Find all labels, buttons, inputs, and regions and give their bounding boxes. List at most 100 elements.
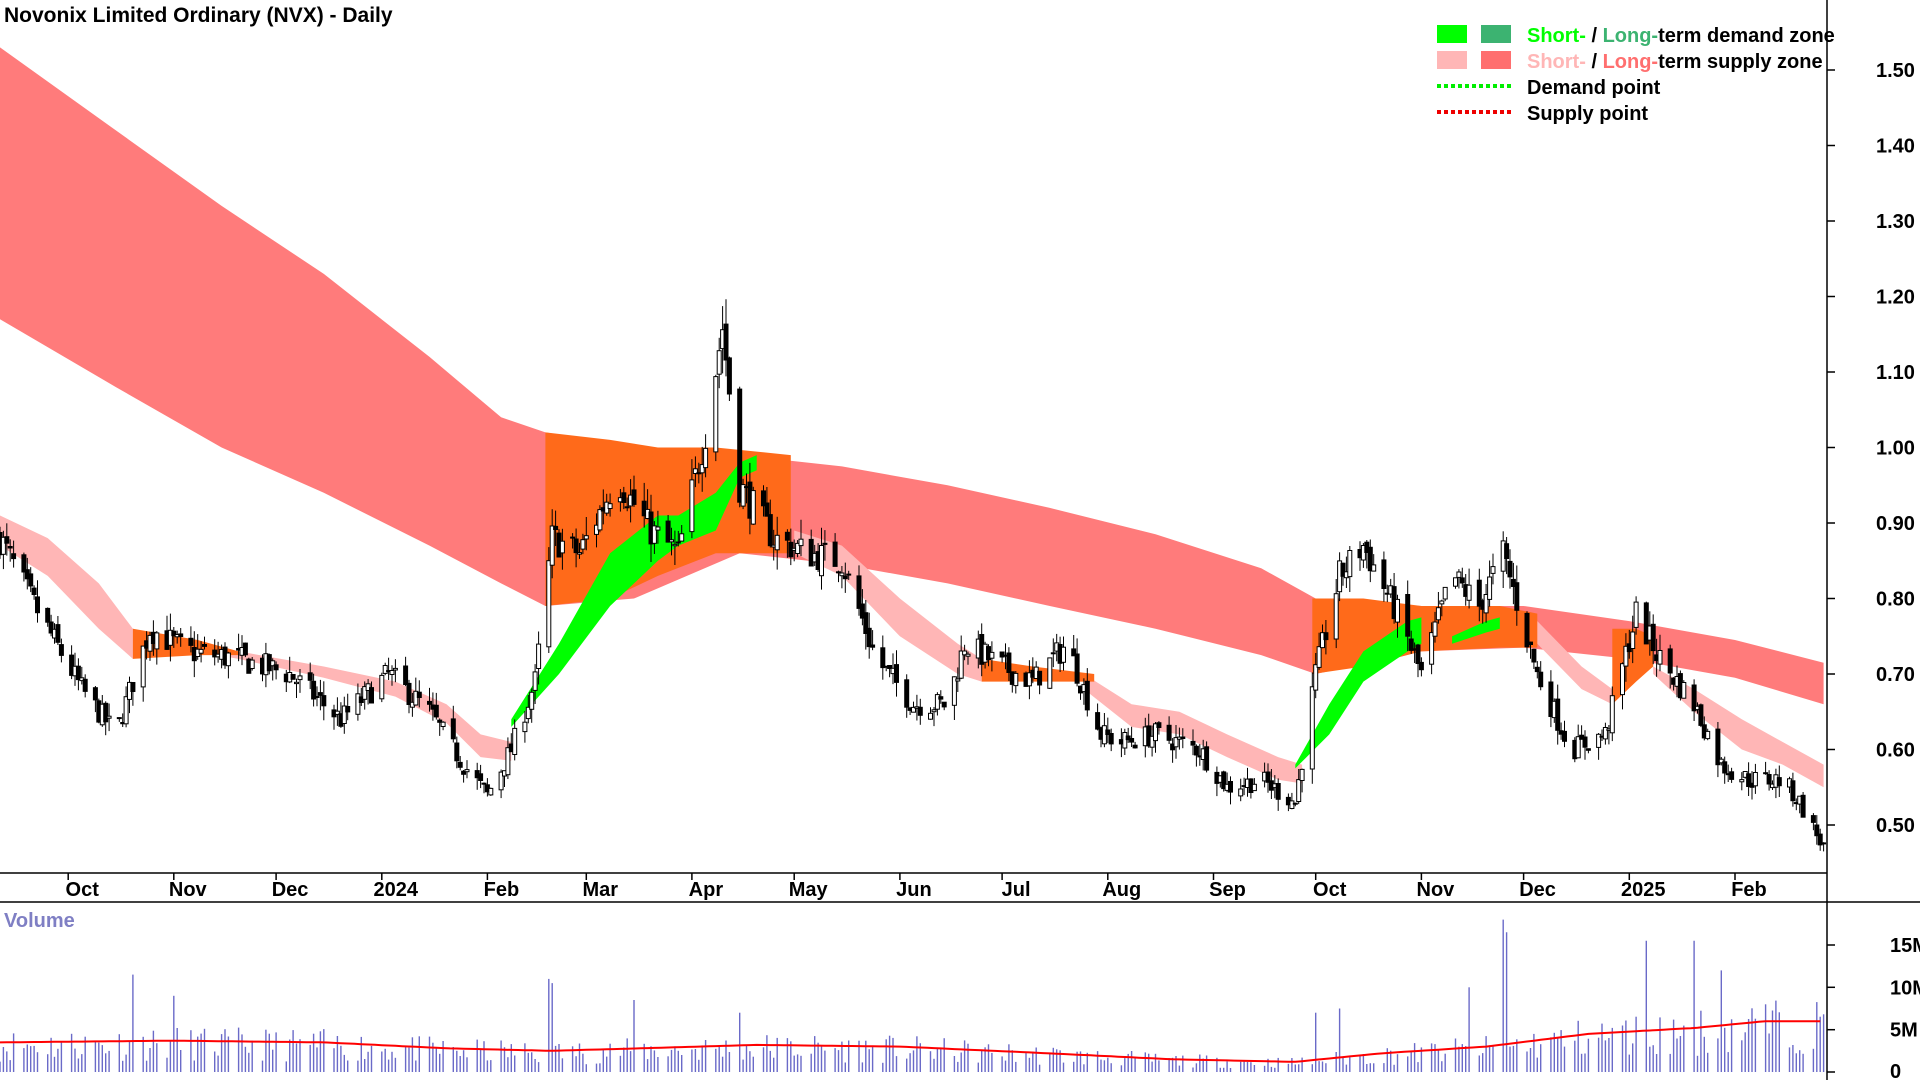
date-tick-label: Mar: [583, 879, 619, 901]
candle-body: [167, 629, 173, 646]
legend-label-part: term demand zone: [1658, 25, 1835, 47]
legend-label: Short- / Long-term demand zone: [1527, 25, 1835, 47]
candle-body: [597, 509, 603, 531]
candle-body: [1722, 761, 1728, 774]
candle-body: [413, 690, 419, 706]
candle-body: [675, 541, 681, 544]
date-tick-label: Oct: [1313, 879, 1347, 901]
candle-body: [1405, 594, 1411, 637]
candle-body: [1609, 695, 1615, 734]
candle-body: [1166, 724, 1172, 741]
candle-body: [672, 543, 678, 547]
price-tick-label: 0.70: [1876, 664, 1915, 686]
date-tick-label: Aug: [1102, 879, 1141, 901]
date-tick-label: Jun: [896, 879, 932, 901]
candle-body: [82, 678, 88, 692]
candle-body: [761, 490, 766, 507]
price-tick-label: 1.00: [1876, 438, 1915, 460]
candle-body: [311, 680, 317, 700]
candle-body: [1084, 680, 1090, 711]
candle-body: [1292, 802, 1298, 805]
candle-body: [140, 645, 146, 688]
candle-body: [488, 787, 494, 796]
date-tick-label: Feb: [484, 879, 520, 901]
candle-body: [35, 596, 40, 614]
candle-body: [1538, 671, 1544, 688]
candle-body: [1476, 579, 1482, 607]
candle-body: [7, 546, 13, 549]
date-tick-label: May: [789, 879, 829, 901]
candle-body: [965, 653, 971, 657]
candle-body: [1763, 772, 1769, 775]
long-supply-zone: [0, 47, 1824, 705]
candle-body: [58, 644, 64, 656]
candle-body: [55, 624, 61, 643]
candle-body: [958, 650, 964, 679]
candle-body: [1643, 602, 1649, 645]
candle-body: [713, 376, 719, 453]
legend-swatch-long: [1481, 51, 1511, 69]
candle-body: [795, 542, 801, 555]
candle-body: [863, 612, 869, 635]
candle-body: [106, 715, 112, 719]
candle-body: [819, 545, 824, 577]
candle-body: [1575, 736, 1581, 759]
candle-body: [1418, 661, 1424, 671]
candle-body: [1204, 746, 1210, 771]
candle-body: [532, 671, 538, 691]
candle-body: [1534, 666, 1540, 673]
candle-body: [28, 573, 34, 587]
candle-body: [917, 706, 923, 716]
candle-body: [703, 447, 709, 469]
long-supply-zone-layer: [0, 47, 1824, 705]
candle-body: [1340, 562, 1346, 577]
candle-body: [631, 489, 637, 505]
candle-body: [525, 706, 531, 720]
candle-body: [461, 770, 467, 775]
candle-body: [1251, 783, 1257, 792]
candle-body: [1657, 650, 1663, 665]
candle-body: [1156, 722, 1162, 729]
candle-body: [665, 520, 671, 543]
candle-body: [1630, 631, 1636, 649]
candle-body: [846, 573, 852, 576]
candle-body: [1514, 582, 1520, 611]
candle-body: [740, 484, 746, 507]
candle-body: [1299, 768, 1305, 782]
candle-body: [1582, 736, 1588, 748]
candle-body: [621, 492, 627, 503]
candle-body: [1585, 748, 1591, 751]
candle-body: [116, 717, 122, 720]
candle-body: [764, 502, 770, 517]
candle-body: [1367, 546, 1373, 572]
candle-body: [1650, 623, 1656, 652]
candle-body: [1193, 745, 1199, 756]
candle-body: [307, 672, 313, 681]
candle-body: [1810, 815, 1816, 823]
candle-body: [1698, 704, 1704, 726]
candle-body: [123, 696, 129, 725]
candle-body: [464, 769, 470, 773]
candle-body: [481, 782, 487, 785]
candle-body: [1415, 644, 1421, 664]
candle-body: [1323, 632, 1329, 641]
candle-body: [154, 632, 160, 650]
candle-body: [1459, 577, 1465, 584]
legend-label-part: /: [1586, 25, 1603, 47]
candle-body: [559, 540, 565, 554]
candle-body: [437, 719, 443, 723]
candle-body: [225, 652, 231, 667]
candle-body: [1633, 601, 1639, 628]
candle-body: [1153, 723, 1158, 742]
candle-body: [577, 552, 582, 555]
candle-body: [866, 627, 872, 648]
volume-tick-label: 10M: [1890, 977, 1920, 999]
candle-body: [798, 538, 804, 547]
candle-body: [1524, 612, 1530, 648]
candle-body: [1129, 738, 1135, 743]
date-tick-label: 2025: [1621, 879, 1666, 901]
candle-body: [989, 651, 995, 659]
price-tick-label: 1.50: [1876, 60, 1915, 82]
short-demand-zone-layer: [511, 455, 1500, 769]
candle-body: [856, 575, 862, 609]
